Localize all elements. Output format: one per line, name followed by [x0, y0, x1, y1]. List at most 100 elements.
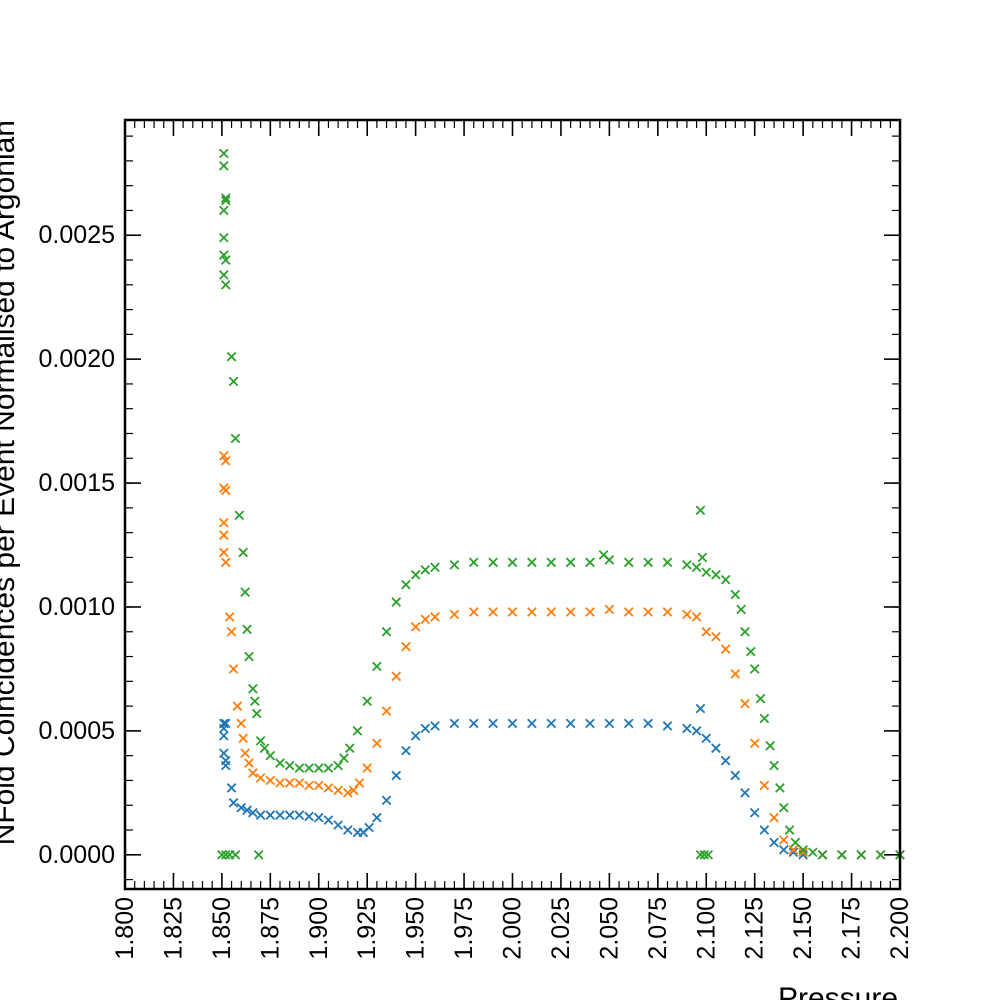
data-point [682, 560, 692, 570]
data-point [248, 807, 258, 818]
data-point [236, 718, 247, 729]
data-point [304, 780, 314, 791]
data-point [604, 604, 615, 615]
data-point [546, 557, 557, 568]
data-point [220, 760, 231, 771]
data-point [344, 743, 355, 754]
data-point [695, 703, 706, 714]
data-point [430, 562, 440, 573]
data-point [769, 812, 779, 823]
data-point [410, 569, 421, 580]
data-point [449, 560, 460, 570]
data-point [643, 557, 653, 568]
data-point [775, 783, 785, 793]
data-point [244, 758, 254, 768]
data-point [546, 607, 557, 617]
data-point [769, 760, 779, 771]
data-point [339, 753, 349, 763]
x-tick-label: 2.000 [499, 897, 527, 960]
y-tick-label: 0.0010 [39, 593, 115, 621]
data-point [623, 607, 634, 617]
data-point [740, 788, 750, 798]
data-point [372, 738, 382, 749]
data-point [720, 574, 731, 585]
data-point [362, 696, 373, 706]
data-point [304, 763, 314, 773]
data-point [391, 671, 402, 682]
data-point [275, 810, 285, 820]
x-tick-label: 1.800 [111, 897, 139, 960]
data-point [730, 669, 741, 679]
data-point [488, 607, 498, 617]
data-point [284, 778, 295, 788]
data-point [218, 547, 229, 558]
data-point [362, 763, 373, 773]
x-tick-label: 1.925 [353, 897, 381, 960]
data-point [623, 718, 634, 729]
data-point [218, 748, 229, 759]
data-point [788, 845, 799, 855]
data-point [251, 708, 262, 719]
data-point [218, 517, 229, 528]
data-point [226, 626, 237, 637]
data-point [275, 778, 285, 788]
data-point [224, 612, 235, 622]
data-point [333, 820, 343, 830]
data-point [711, 569, 721, 580]
data-point [527, 557, 537, 568]
data-point [697, 552, 708, 563]
data-point [244, 651, 254, 662]
data-point [703, 849, 714, 860]
data-point [662, 557, 673, 568]
data-point [391, 770, 402, 781]
data-point [546, 718, 557, 729]
data-point [765, 740, 776, 751]
data-point [468, 718, 479, 729]
data-point [790, 837, 801, 848]
data-point [240, 587, 250, 597]
data-point [220, 455, 231, 466]
data-point [749, 807, 760, 818]
data-point [420, 564, 431, 575]
x-tick-label: 1.900 [305, 897, 333, 960]
data-point [695, 849, 706, 860]
data-point [701, 733, 712, 744]
data-point [304, 811, 314, 822]
data-point [236, 802, 247, 813]
data-point [218, 270, 229, 280]
data-point [253, 849, 264, 860]
data-point [391, 597, 402, 607]
x-tick-label: 2.200 [886, 897, 914, 960]
data-point [265, 775, 276, 786]
y-tick-label: 0.0020 [39, 345, 115, 373]
data-point [220, 193, 231, 203]
data-point [711, 631, 721, 642]
data-point [468, 607, 479, 617]
data-point [248, 768, 258, 778]
data-point [798, 845, 808, 855]
x-tick-label: 1.850 [208, 897, 236, 960]
data-point [430, 721, 440, 731]
data-point [232, 701, 243, 711]
data-point [507, 718, 518, 729]
data-point [604, 718, 615, 729]
data-point [218, 148, 229, 159]
data-point [218, 161, 229, 171]
data-point [220, 195, 231, 206]
data-point [736, 604, 746, 615]
data-point [420, 723, 431, 734]
data-point [788, 847, 799, 858]
data-point [778, 845, 789, 855]
data-point [662, 607, 673, 617]
data-point [699, 849, 710, 860]
data-point [643, 607, 653, 617]
data-point [348, 785, 359, 796]
x-tick-label: 1.825 [159, 897, 187, 960]
data-point [759, 713, 770, 724]
data-point [740, 626, 750, 637]
data-point [217, 849, 227, 860]
data-point [333, 785, 343, 796]
y-tick-label: 0.0025 [39, 221, 115, 249]
data-point [449, 718, 460, 729]
data-point [294, 778, 305, 788]
